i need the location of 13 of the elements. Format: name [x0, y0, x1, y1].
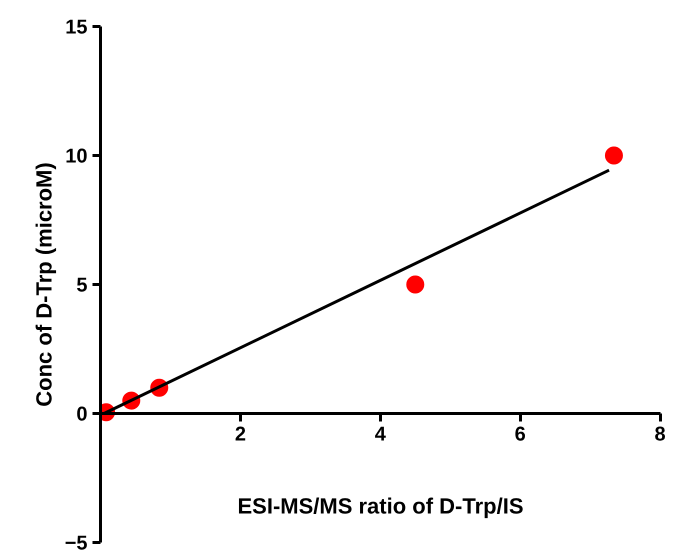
- y-axis-title: Conc of D-Trp (microM): [32, 162, 57, 407]
- point: [406, 276, 424, 294]
- y-tick-label: 5: [76, 274, 88, 296]
- x-tick-label: 2: [234, 424, 246, 446]
- y-tick-label: −5: [64, 532, 88, 554]
- x-tick-label: 6: [514, 424, 526, 446]
- x-tick-label: 4: [374, 424, 387, 446]
- y-tick-label: 15: [65, 16, 88, 38]
- x-tick-label: 8: [654, 424, 666, 446]
- y-tick-label: 0: [76, 404, 88, 426]
- x-axis-title: ESI-MS/MS ratio of D-Trp/IS: [237, 494, 524, 518]
- point: [604, 146, 623, 164]
- y-tick-label: 10: [65, 146, 88, 168]
